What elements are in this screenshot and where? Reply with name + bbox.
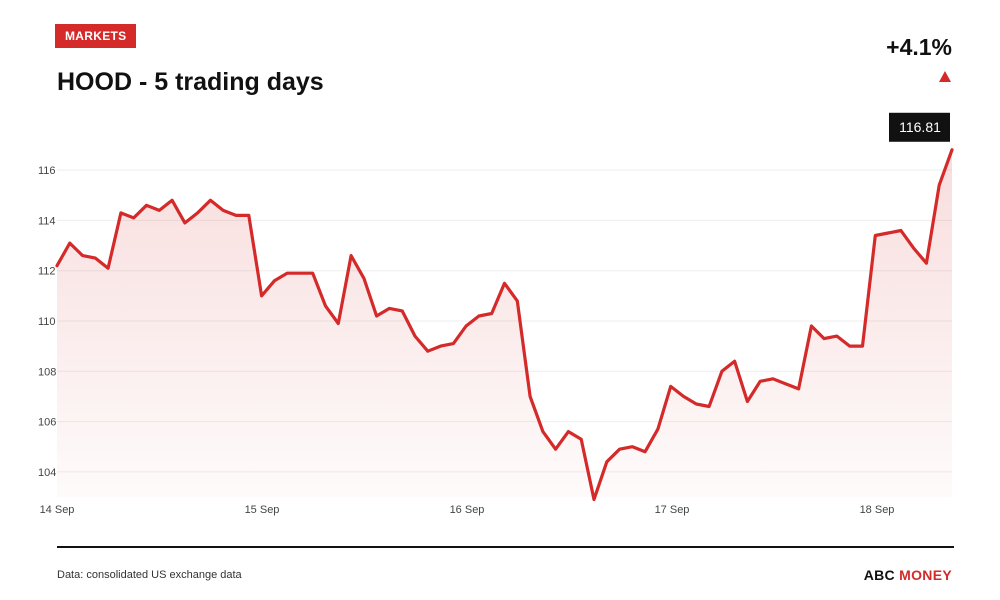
percent-change: +4.1%: [886, 34, 952, 60]
x-tick-label: 14 Sep: [40, 504, 75, 516]
brand-logo: ABC MONEY: [863, 567, 952, 583]
up-arrow-icon: [939, 71, 951, 82]
chart-title: HOOD - 5 trading days: [57, 68, 324, 96]
bottom-divider: [57, 546, 954, 548]
y-tick-label: 108: [38, 366, 56, 378]
y-tick-label: 104: [38, 467, 56, 479]
y-tick-label: 112: [38, 266, 56, 278]
y-tick-label: 116: [38, 165, 56, 177]
y-tick-label: 114: [38, 215, 56, 227]
x-tick-label: 16 Sep: [450, 504, 485, 516]
x-tick-label: 15 Sep: [245, 504, 280, 516]
x-tick-label: 17 Sep: [655, 504, 690, 516]
y-tick-label: 106: [38, 417, 56, 429]
x-tick-label: 18 Sep: [860, 504, 895, 516]
price-area: [57, 149, 952, 500]
section-tag: MARKETS: [55, 24, 137, 48]
source-note: Data: consolidated US exchange data: [57, 569, 242, 581]
y-tick-label: 110: [38, 316, 56, 328]
last-price-badge: [889, 112, 950, 142]
price-line: [55, 148, 954, 502]
last-price-label: 116.81: [899, 119, 941, 135]
